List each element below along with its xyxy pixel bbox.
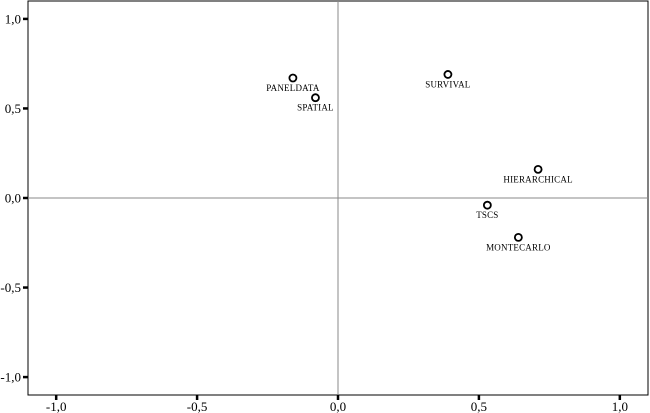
point-marker xyxy=(513,232,523,242)
point-marker xyxy=(443,70,453,79)
x-tick-label: -1,0 xyxy=(46,399,67,413)
point-marker xyxy=(533,164,543,174)
y-tick-label: 1,0 xyxy=(5,11,21,26)
x-tick-label: 0,5 xyxy=(471,399,487,413)
point-label: TSCS xyxy=(476,210,498,220)
point-label: MONTECARLO xyxy=(486,242,551,252)
data-point-spatial: SPATIAL xyxy=(297,93,334,113)
data-point-montecarlo: MONTECARLO xyxy=(486,232,551,252)
point-marker xyxy=(482,200,492,210)
x-axis: -1,0 -0,5 0,0 0,5 1,0 xyxy=(46,395,628,413)
point-label: PANELDATA xyxy=(266,83,320,93)
y-tick-label: 0,5 xyxy=(5,101,21,116)
y-tick-label: 0,0 xyxy=(5,191,21,206)
data-point-hierarchical: HIERARCHICAL xyxy=(503,164,573,184)
y-tick-label: -0,5 xyxy=(0,280,21,295)
data-point-survival: SURVIVAL xyxy=(425,70,470,89)
x-tick-label: 0,0 xyxy=(330,399,346,413)
data-point-tscs: TSCS xyxy=(476,200,498,220)
x-tick-label: -0,5 xyxy=(187,399,208,413)
x-tick-label: 1,0 xyxy=(612,399,628,413)
data-point-paneldata: PANELDATA xyxy=(266,73,320,93)
point-marker xyxy=(288,73,298,83)
data-points: PANELDATA SPATIAL SURVIVAL HIERARCHICAL TSCS… xyxy=(266,70,573,252)
point-label: SPATIAL xyxy=(297,103,334,113)
y-tick-label: -1,0 xyxy=(0,370,21,385)
y-axis: 1,0 0,5 0,0 -0,5 -1,0 xyxy=(0,11,28,385)
point-label: HIERARCHICAL xyxy=(503,174,572,184)
point-marker xyxy=(311,93,320,103)
point-label: SURVIVAL xyxy=(425,79,470,89)
